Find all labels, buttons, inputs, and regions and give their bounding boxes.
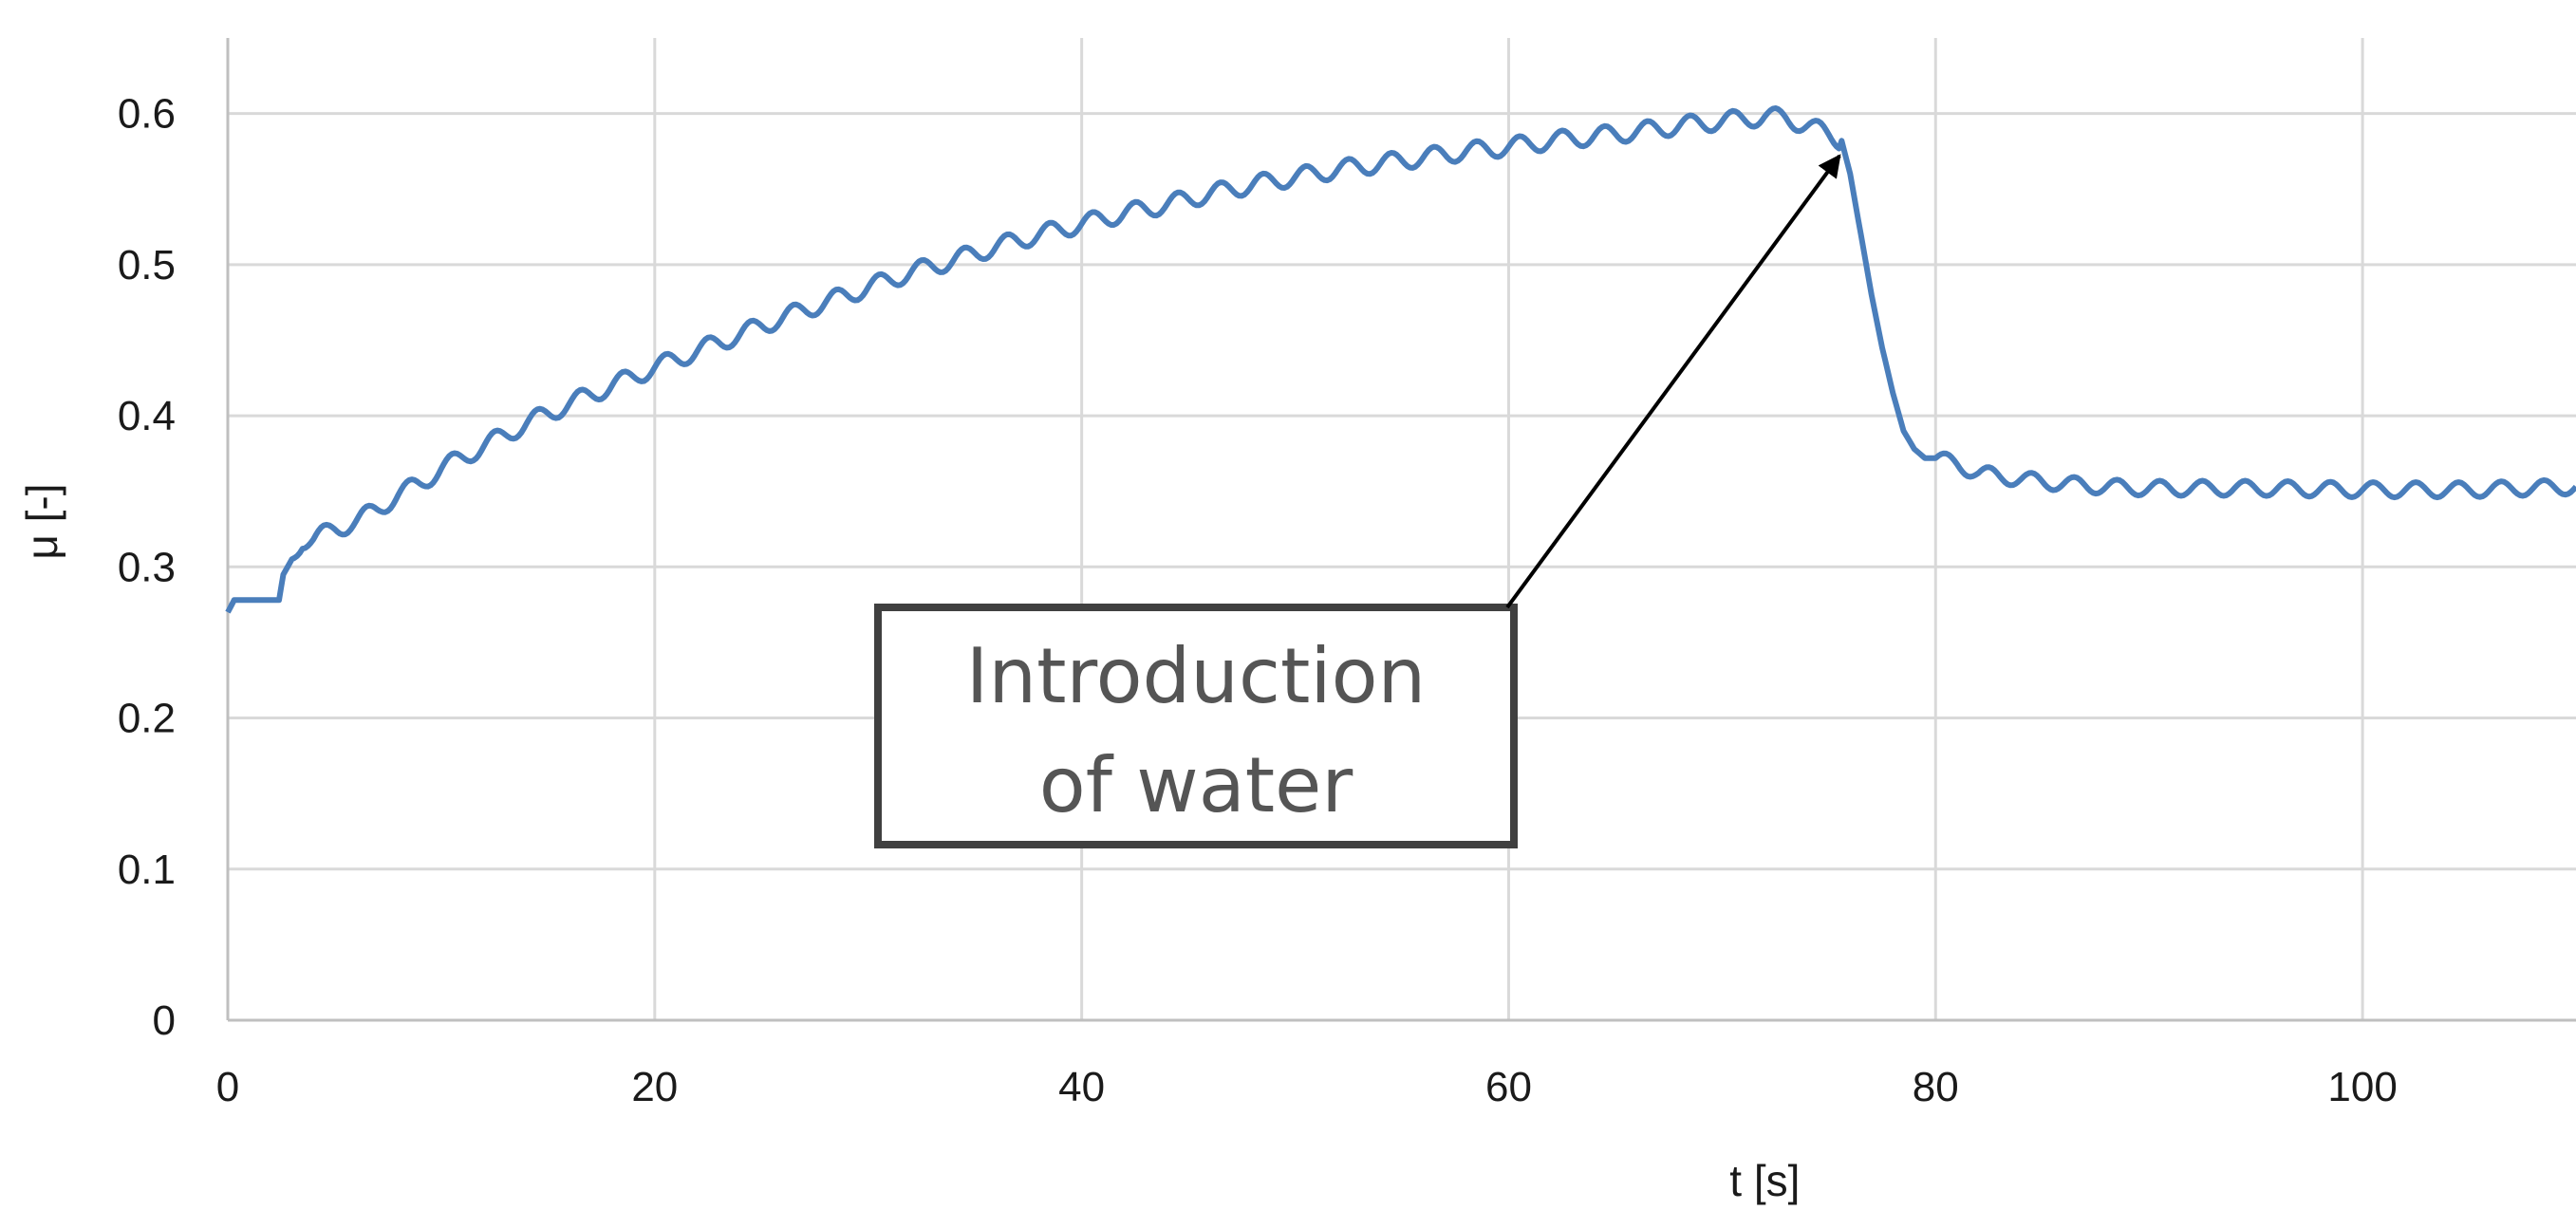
y-tick-label: 0.2 (118, 696, 176, 742)
annotation: Introduction of water (874, 154, 1841, 848)
axis-labels: t [s] μ [-] (17, 483, 1800, 1205)
x-tick-label: 80 (1913, 1064, 1959, 1110)
y-tick-label: 0.6 (118, 91, 176, 138)
x-tick-label: 40 (1058, 1064, 1105, 1110)
gridlines (228, 38, 2576, 1020)
tick-labels: 0 0.1 0.2 0.3 0.4 0.5 0.6 0 20 40 60 80 100 (118, 91, 2398, 1110)
x-tick-label: 60 (1485, 1064, 1532, 1110)
x-tick-label: 0 (216, 1064, 239, 1110)
y-tick-label: 0.5 (118, 242, 176, 289)
series-layer (225, 105, 2576, 614)
annotation-text: of water (1039, 741, 1353, 829)
y-tick-label: 0.1 (118, 847, 176, 893)
annotation-text: Introduction (966, 632, 1426, 720)
y-tick-label: 0.4 (118, 393, 176, 439)
y-tick-label: 0.3 (118, 544, 176, 590)
y-tick-label: 0 (153, 997, 176, 1044)
x-axis-label: t [s] (1729, 1156, 1800, 1205)
x-tick-label: 20 (631, 1064, 678, 1110)
axes (226, 38, 2576, 1022)
y-axis-label: μ [-] (17, 483, 66, 559)
series-line (225, 105, 2576, 614)
annotation-box (874, 604, 1518, 848)
annotation-arrow (1505, 154, 1841, 609)
x-tick-label: 100 (2327, 1064, 2397, 1110)
